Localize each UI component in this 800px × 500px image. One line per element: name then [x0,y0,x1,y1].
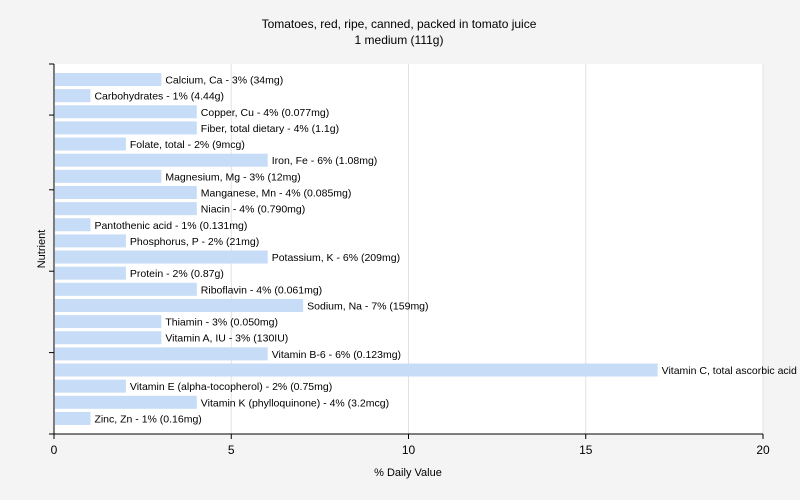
bar-label: Phosphorus, P - 2% (21mg) [130,236,259,248]
bar [55,218,91,232]
bar [55,395,197,409]
bar-label: Sodium, Na - 7% (159mg) [307,300,428,312]
x-axis-ticks: 0 5 10 15 20 [51,434,770,457]
bar [55,250,268,264]
bar-label: Potassium, K - 6% (209mg) [272,252,400,264]
bar-label: Vitamin K (phylloquinone) - 4% (3.2mcg) [201,397,389,409]
bar-label: Calcium, Ca - 3% (34mg) [165,75,283,87]
bar-label: Vitamin C, total ascorbic acid - 17% (10… [662,365,800,377]
y-axis-title: Nutrient [36,230,48,269]
bar-series [55,73,658,425]
x-tick-label: 10 [402,443,416,457]
bar [55,202,197,216]
bar-label: Carbohydrates - 1% (4.44g) [94,91,224,103]
bar-label: Iron, Fe - 6% (1.08mg) [272,155,378,167]
bar-label: Zinc, Zn - 1% (0.16mg) [94,413,201,425]
bar [55,379,126,393]
chart-subtitle: 1 medium (111g) [355,33,444,47]
bar-label: Thiamin - 3% (0.050mg) [165,317,278,329]
bar [55,298,304,312]
bar-label: Magnesium, Mg - 3% (12mg) [165,171,300,183]
bar-label: Vitamin A, IU - 3% (130IU) [165,333,288,345]
x-tick-label: 15 [579,443,593,457]
bar [55,153,268,167]
bar [55,73,162,86]
chart-title: Tomatoes, red, ripe, canned, packed in t… [262,17,537,31]
bar [55,137,126,151]
bar-label: Folate, total - 2% (9mcg) [130,139,245,151]
bar-label: Pantothenic acid - 1% (0.131mg) [94,220,247,232]
bar-label: Protein - 2% (0.87g) [130,268,224,280]
x-axis-title: % Daily Value [374,467,442,479]
bar [55,234,126,248]
bar [55,347,268,361]
bar-labels: Calcium, Ca - 3% (34mg) Carbohydrates - 1… [94,75,800,426]
bar-label: Manganese, Mn - 4% (0.085mg) [201,187,352,199]
x-tick-label: 5 [228,443,235,457]
bar [55,89,91,103]
bar-label: Fiber, total dietary - 4% (1.1g) [201,123,339,135]
bar [55,315,162,329]
bar-label: Vitamin E (alpha-tocopherol) - 2% (0.75m… [130,381,332,393]
bar [55,105,197,119]
bar-label: Copper, Cu - 4% (0.077mg) [201,107,329,119]
bar [55,282,197,296]
bar [55,331,162,345]
bar [55,411,91,425]
bar-label: Niacin - 4% (0.790mg) [201,204,305,216]
bar [55,266,126,280]
bar [55,121,197,135]
bar-label: Vitamin B-6 - 6% (0.123mg) [272,349,401,361]
bar [55,185,197,199]
bar [55,169,162,183]
bar-label: Riboflavin - 4% (0.061mg) [201,284,322,296]
x-tick-label: 20 [756,443,770,457]
x-tick-label: 0 [51,443,58,457]
bar [55,363,658,377]
